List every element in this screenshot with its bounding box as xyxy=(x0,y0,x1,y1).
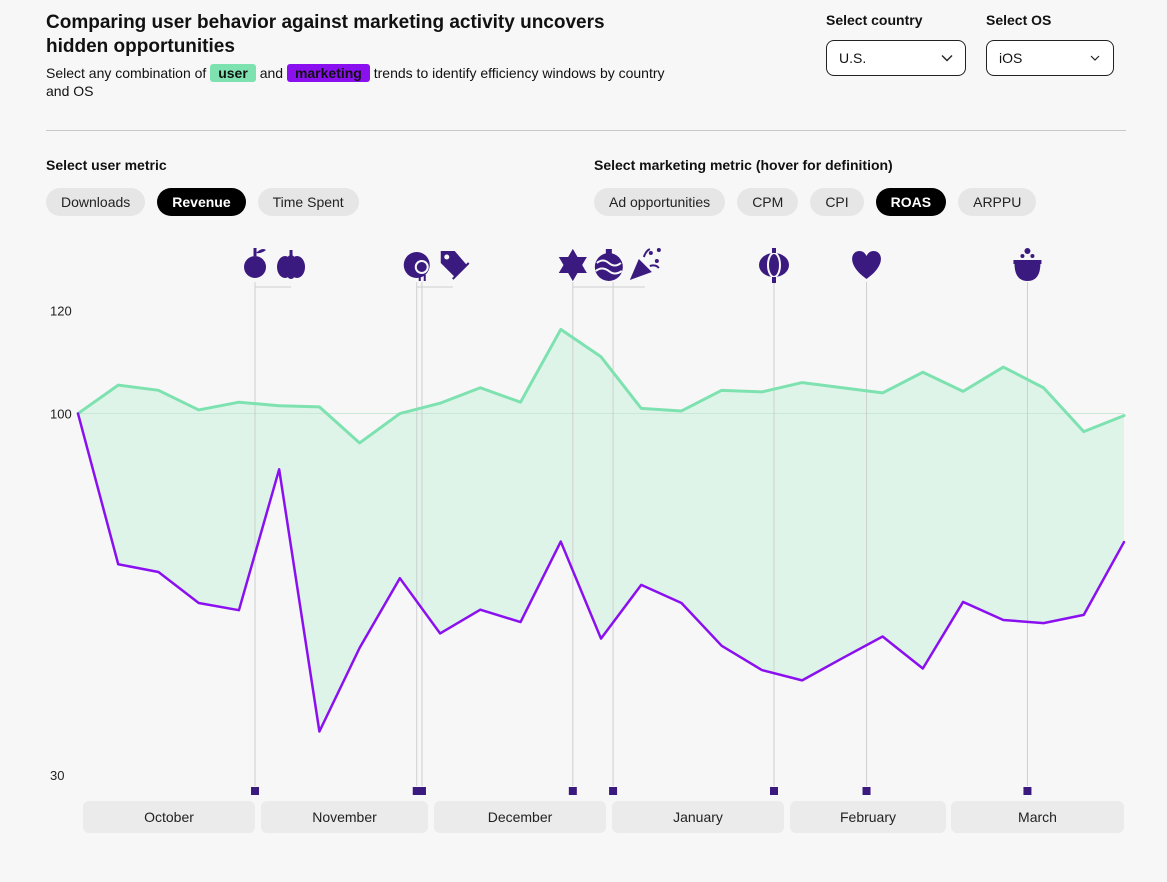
event-marker-square xyxy=(1023,787,1032,795)
user-metric-downloads-button[interactable]: Downloads xyxy=(46,188,146,216)
y-tick-label: 30 xyxy=(50,768,64,783)
os-filter: Select OS iOS xyxy=(986,12,1114,76)
marketing-metric-roas-button[interactable]: ROAS xyxy=(875,188,947,216)
month-label: December xyxy=(488,809,553,825)
marketing-metric-cpm-button[interactable]: CPM xyxy=(737,188,799,216)
chart: 30 100 120 October November December January F… xyxy=(50,248,1126,833)
month-label: October xyxy=(144,809,194,825)
user-pill: user xyxy=(210,64,256,82)
marketing-metric-buttons: Ad opportunities CPM CPI ROAS ARPPU xyxy=(594,188,1037,216)
event-marker-square xyxy=(568,787,577,795)
page-title: Comparing user behavior against marketin… xyxy=(46,12,605,57)
event-marker-square xyxy=(417,787,426,795)
marketing-pill: marketing xyxy=(286,64,370,82)
series-gap-area xyxy=(78,329,1124,732)
marketing-metric-ad-opportunities-button[interactable]: Ad opportunities xyxy=(594,188,726,216)
event-marker-square xyxy=(862,787,871,795)
country-select[interactable]: U.S. xyxy=(826,40,966,76)
marketing-metric-label: Select marketing metric (hover for defin… xyxy=(594,157,893,173)
month-label: November xyxy=(312,809,377,825)
turkey-icon xyxy=(403,252,430,281)
y-tick-label: 120 xyxy=(50,303,72,318)
month-cell-november: November xyxy=(261,801,428,833)
month-cell-february: February xyxy=(790,801,946,833)
marketing-metric-cpi-button[interactable]: CPI xyxy=(810,188,864,216)
event-marker-square xyxy=(609,787,618,795)
marketing-metric-arppu-button[interactable]: ARPPU xyxy=(958,188,1037,216)
party-icon xyxy=(629,248,661,280)
os-select[interactable]: iOS xyxy=(986,40,1114,76)
month-label: February xyxy=(840,809,896,825)
month-cell-bg xyxy=(83,801,255,833)
month-cell-bg xyxy=(434,801,606,833)
month-cell-bg xyxy=(261,801,428,833)
apple-icon xyxy=(244,248,267,278)
subtitle-and: and xyxy=(259,65,284,81)
pot-icon xyxy=(1013,248,1042,281)
event-marker-square xyxy=(769,787,778,795)
star-icon xyxy=(558,249,587,281)
heart-icon xyxy=(852,251,881,279)
country-label: Select country xyxy=(826,12,923,28)
chevron-down-icon xyxy=(941,55,953,62)
ornament-icon xyxy=(594,249,623,281)
month-cell-october: October xyxy=(83,801,255,833)
tag-icon xyxy=(440,251,470,280)
lantern-icon xyxy=(758,248,789,283)
month-cell-december: December xyxy=(434,801,606,833)
month-cell-bg xyxy=(790,801,946,833)
country-filter: Select country U.S. xyxy=(826,12,966,76)
page-subtitle: Select any combination of user and marke… xyxy=(46,64,686,100)
user-series-line xyxy=(76,327,1126,445)
marketing-series-line xyxy=(76,412,1126,733)
month-cell-march: March xyxy=(951,801,1124,833)
user-metric-revenue-button[interactable]: Revenue xyxy=(157,188,246,216)
user-metric-buttons: Downloads Revenue Time Spent xyxy=(46,188,359,216)
os-label: Select OS xyxy=(986,12,1052,28)
header-divider xyxy=(46,130,1126,131)
subtitle-intro: Select any combination of xyxy=(46,65,207,81)
user-metric-time-spent-button[interactable]: Time Spent xyxy=(257,188,359,216)
user-metric-label: Select user metric xyxy=(46,157,167,173)
month-label: January xyxy=(673,809,723,825)
event-marker-square xyxy=(412,787,421,795)
y-tick-label: 100 xyxy=(50,407,72,422)
chevron-down-icon xyxy=(1090,55,1100,61)
month-cell-january: January xyxy=(612,801,784,833)
subtitle-outro: trends to identify efficiency windows by… xyxy=(46,65,665,99)
os-value: iOS xyxy=(999,50,1023,66)
month-label: March xyxy=(1018,809,1057,825)
pumpkin-icon xyxy=(277,250,306,279)
country-value: U.S. xyxy=(839,50,867,66)
month-cell-bg xyxy=(951,801,1124,833)
month-cell-bg xyxy=(612,801,784,833)
event-marker-square xyxy=(251,787,260,795)
